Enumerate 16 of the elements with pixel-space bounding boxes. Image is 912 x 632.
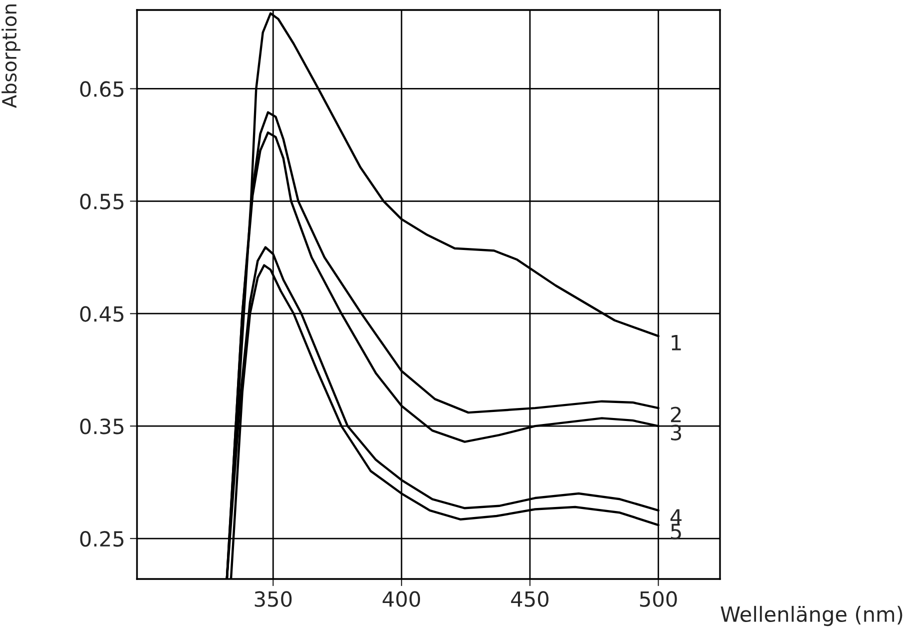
series-label: 2 — [671, 406, 681, 422]
x-tick-label: 450 — [511, 591, 548, 607]
x-tick-label: 350 — [254, 591, 292, 607]
series-label: 3 — [671, 424, 682, 440]
y-tick-label: 0.55 — [80, 194, 124, 210]
y-tick-label: 0.25 — [80, 530, 124, 547]
y-tick-label: 0.45 — [80, 306, 124, 322]
x-tick-label: 400 — [382, 591, 420, 607]
y-tick-label: 0.35 — [80, 418, 124, 434]
x-axis-title: Wellenlänge (nm) — [720, 606, 902, 626]
series-label: 4 — [670, 509, 682, 524]
x-tick-label: 500 — [640, 591, 677, 607]
y-axis-title: Absorption — [2, 4, 20, 108]
series-label: 1 — [672, 335, 681, 350]
y-tick-label: 0.65 — [80, 81, 124, 97]
series-label: 5 — [671, 524, 681, 540]
